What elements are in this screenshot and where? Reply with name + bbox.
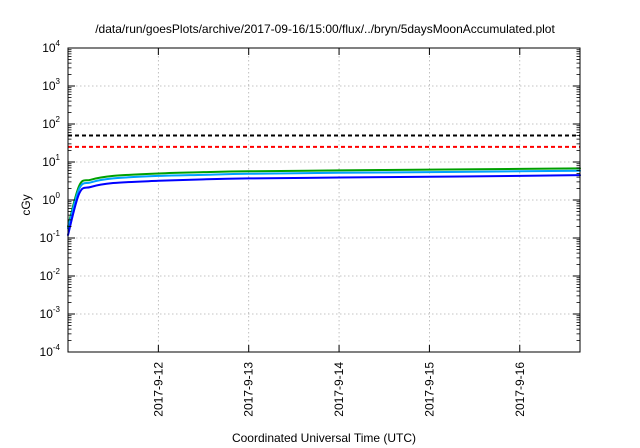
- x-tick-label: 2017-9-16: [513, 362, 527, 417]
- y-tick-label: 10-3: [40, 305, 61, 321]
- y-axis-label: cGy: [19, 194, 33, 215]
- y-tick-label: 10-1: [40, 229, 61, 245]
- y-tick-label: 10-4: [40, 343, 61, 359]
- x-axis-ticks: 2017-9-12 2017-9-13 2017-9-14 2017-9-15 2017…: [151, 48, 527, 417]
- y-tick-label: 100: [42, 191, 60, 207]
- chart-title: /data/run/goesPlots/archive/2017-09-16/1…: [95, 22, 555, 36]
- x-axis-label: Coordinated Universal Time (UTC): [232, 431, 416, 445]
- grid: [68, 48, 580, 352]
- y-axis-ticks: 10-4 10-3 10-2 10-1 100 101 102 103 104: [40, 39, 580, 359]
- x-tick-label: 2017-9-14: [332, 362, 346, 417]
- y-tick-label: 10-2: [40, 267, 61, 283]
- x-tick-label: 2017-9-13: [242, 362, 256, 417]
- y-tick-label: 102: [42, 115, 60, 131]
- x-tick-label: 2017-9-12: [151, 362, 165, 417]
- y-tick-label: 104: [42, 39, 60, 55]
- data-series: [67, 167, 581, 236]
- y-tick-label: 101: [42, 153, 60, 169]
- y-tick-label: 103: [42, 77, 60, 93]
- x-tick-label: 2017-9-15: [422, 362, 436, 417]
- series-line-3: [67, 174, 581, 236]
- series-line-1: [67, 167, 581, 228]
- series-line-2: [67, 169, 581, 230]
- threshold-lines: [68, 134, 580, 148]
